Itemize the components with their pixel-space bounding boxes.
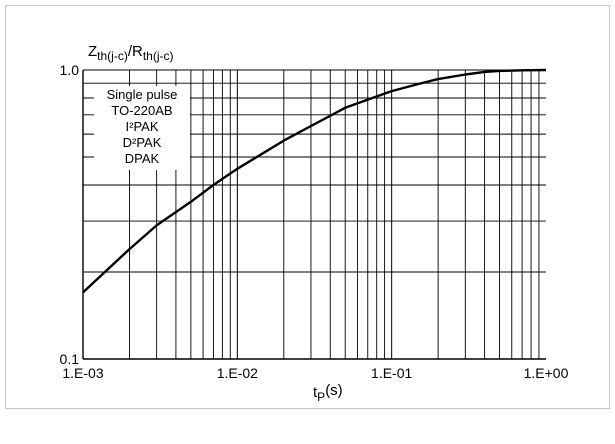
legend-line: Single pulse [107,87,178,102]
grid [82,69,546,360]
y-tick-labels: 0.1 1.0 [60,62,80,367]
series-group [82,68,547,294]
legend-line: DPAK [125,151,160,166]
y-axis-title: Zth(j-c)/Rth(j-c) [88,43,174,63]
legend-line: D²PAK [123,135,162,150]
legend-background [94,86,190,170]
y-tick-label: 1.0 [60,62,80,78]
x-axis-title: tP(s) [313,382,343,404]
x-tick-labels: 1.E-03 1.E-02 1.E-01 1.E+00 [62,365,568,381]
axes [82,70,546,360]
x-axis-title-unit: (s) [325,382,343,399]
y-axis-title-sub2: th(j-c) [143,49,174,63]
x-axis-title-sub: P [317,390,325,404]
chart-frame: Single pulse TO-220AB I²PAK D²PAK DPAK 1.E-0… [5,5,610,409]
legend-line: I²PAK [126,119,159,134]
x-tick-label: 1.E-02 [217,365,258,381]
y-axis-title-sep: /R [128,43,143,60]
y-tick-label: 0.1 [60,351,80,367]
y-axis-title-main: Z [88,43,97,60]
y-axis-title-sub1: th(j-c) [97,49,128,63]
x-axis-title-main: t [313,384,318,401]
series-line [82,68,547,294]
x-tick-label: 1.E-03 [62,365,103,381]
legend-line: TO-220AB [111,103,172,118]
x-tick-label: 1.E+00 [524,365,569,381]
x-tick-label: 1.E-01 [371,365,412,381]
